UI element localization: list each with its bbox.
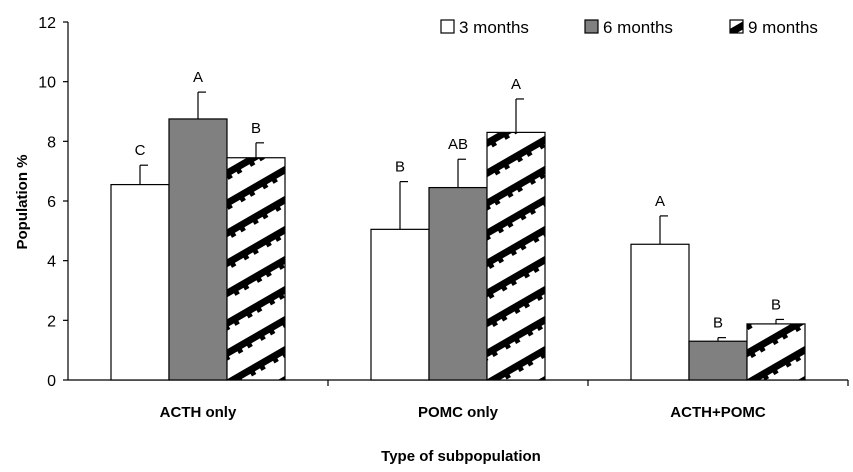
bar [688, 340, 748, 381]
x-axis-title: Type of subpopulation [381, 448, 541, 465]
y-tick-labels: 0 2 4 6 8 10 12 [38, 15, 56, 390]
bar [110, 183, 170, 381]
x-category-label: POMC only [418, 404, 499, 421]
bar [630, 243, 690, 381]
x-category-label: ACTH+POMC [670, 404, 766, 421]
y-tick-label: 2 [47, 313, 56, 330]
significance-letter: C [135, 142, 146, 159]
significance-letter: B [395, 159, 405, 176]
x-category-label: ACTH only [160, 404, 237, 421]
y-tick-label: 6 [47, 194, 56, 211]
bar [168, 118, 228, 381]
legend-entry: 3 months [459, 18, 529, 37]
significance-letter: A [511, 76, 521, 93]
legend-swatch [584, 19, 599, 34]
bar [226, 157, 286, 381]
significance-letter: A [193, 69, 203, 86]
significance-letter: A [655, 193, 665, 210]
legend-swatch [729, 19, 744, 34]
y-tick-label: 10 [38, 75, 56, 92]
legend-entry: 9 months [748, 18, 818, 37]
y-axis-title: Population % [14, 155, 31, 250]
legend-swatch [440, 19, 455, 34]
significance-letter: B [251, 120, 261, 137]
significance-letter: B [713, 315, 723, 332]
significance-letter: B [771, 296, 781, 313]
bars-group [110, 118, 806, 381]
y-tick-label: 12 [38, 15, 56, 32]
x-category-labels: ACTH only POMC only ACTH+POMC [160, 404, 766, 421]
significance-letter: AB [448, 136, 468, 153]
legend-entry: 6 months [603, 18, 673, 37]
y-tick-label: 0 [47, 373, 56, 390]
y-tick-label: 8 [47, 134, 56, 151]
bar [428, 186, 488, 381]
y-tick-label: 4 [47, 254, 56, 271]
bar [486, 131, 546, 381]
bar [370, 228, 430, 381]
legend: 3 months 6 months 9 months [440, 18, 818, 37]
bar [746, 323, 806, 381]
error-bars-group [139, 91, 784, 342]
